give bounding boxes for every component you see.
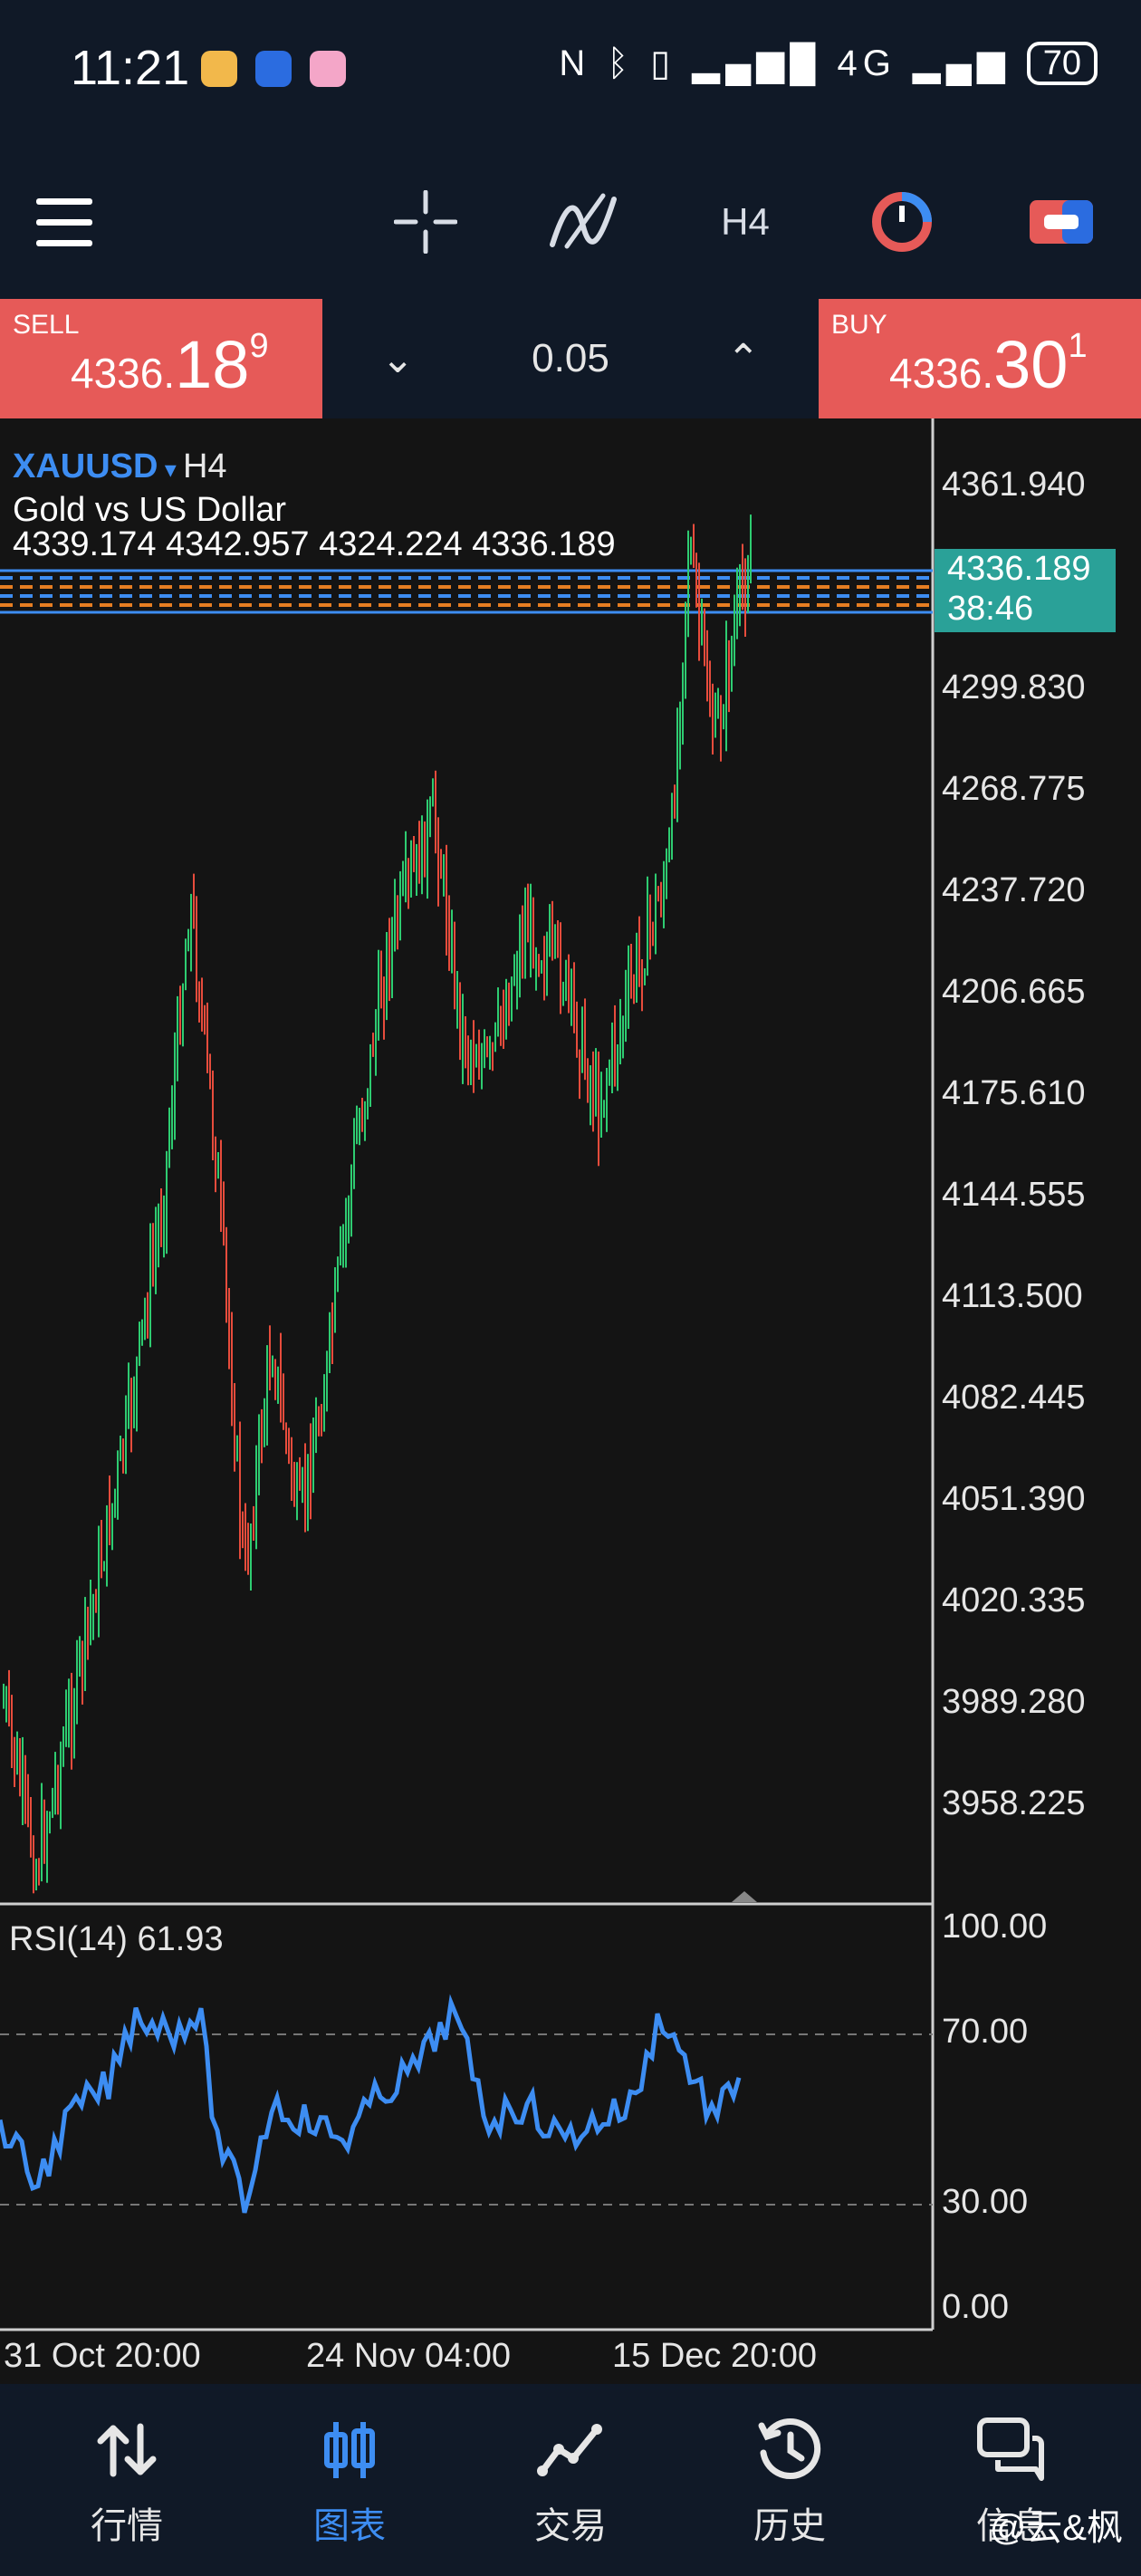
price-axis-label: 4206.665 <box>942 973 1086 1011</box>
pane-resize-handle <box>732 1891 757 1902</box>
buy-label: BUY <box>831 310 887 340</box>
history-clock-icon <box>699 2409 880 2491</box>
nav-item-quotes[interactable]: 行情 <box>36 2409 217 2549</box>
nav-item-history[interactable]: 历史 <box>699 2409 880 2549</box>
app-notification-icon <box>310 51 346 87</box>
price-axis-label: 4113.500 <box>942 1277 1083 1315</box>
battery-indicator: 70 <box>1026 42 1098 85</box>
status-bar: 11:21 N ᛒ ▯ ▂▄▆█ 4G ▂▄▆ 70 <box>0 0 1141 145</box>
network-type: 4G <box>837 43 896 83</box>
buy-price: 4336.301 <box>889 327 1088 402</box>
wifi-icon: ▂▄▆ <box>912 43 1011 83</box>
price-chart[interactable]: XAUUSD ▾ H4 Gold vs US Dollar 4339.174 4… <box>0 418 1141 2384</box>
vibrate-icon: ▯ <box>650 43 676 83</box>
app-notification-icon <box>255 51 292 87</box>
time-axis-label: 15 Dec 20:00 <box>612 2337 818 2375</box>
chart-candles-icon <box>259 2409 440 2491</box>
clock-icon[interactable] <box>866 181 938 263</box>
price-axis-label: 4020.335 <box>942 1581 1086 1620</box>
time-axis-label: 31 Oct 20:00 <box>4 2337 201 2375</box>
price-axis-label: 4082.445 <box>942 1379 1086 1417</box>
rsi-indicator-title: RSI(14) 61.93 <box>9 1920 224 1958</box>
bluetooth-icon: ᛒ <box>607 43 635 83</box>
lot-value[interactable]: 0.05 <box>532 336 609 380</box>
trade-line-icon <box>480 2409 661 2491</box>
price-axis-label: 3989.280 <box>942 1683 1086 1721</box>
sell-label: SELL <box>13 310 80 340</box>
watermark: @云&枫 <box>989 2508 1123 2548</box>
rsi-axis-label: 70.00 <box>942 2013 1029 2051</box>
signal-icon: ▂▄▆█ <box>692 43 821 83</box>
buy-button[interactable]: BUY 4336.301 <box>819 299 1141 418</box>
rsi-axis-label: 100.00 <box>942 1908 1048 1946</box>
chart-toolbar: H4 <box>0 145 1141 299</box>
rsi-line <box>0 1994 742 2214</box>
lot-selector: ⌄ 0.05 ⌃ <box>322 299 819 418</box>
current-price-label: 4336.189 38:46 <box>935 549 1116 632</box>
quotes-arrows-icon <box>36 2409 217 2491</box>
chart-ohlc: 4339.174 4342.957 4324.224 4336.189 <box>13 525 616 563</box>
chart-timeframe: H4 <box>182 447 227 485</box>
price-axis-label: 4144.555 <box>942 1176 1086 1214</box>
one-click-trading-icon[interactable] <box>1025 181 1098 263</box>
price-axis-label: 4361.940 <box>942 466 1086 504</box>
sell-button[interactable]: SELL 4336.189 <box>0 299 322 418</box>
price-axis-label: 4268.775 <box>942 770 1086 808</box>
menu-icon[interactable] <box>33 181 96 263</box>
crosshair-icon[interactable] <box>389 181 462 263</box>
chart-canvas[interactable] <box>0 418 1141 2384</box>
price-axis-label: 4051.390 <box>942 1480 1086 1518</box>
price-axis-label: 4237.720 <box>942 871 1086 909</box>
chart-symbol-name: Gold vs US Dollar <box>13 491 286 529</box>
status-indicators: N ᛒ ▯ ▂▄▆█ 4G ▂▄▆ 70 <box>559 42 1098 85</box>
price-axis-label: 4175.610 <box>942 1074 1086 1112</box>
trade-panel: SELL 4336.189 ⌄ 0.05 ⌃ BUY 4336.301 <box>0 299 1141 418</box>
price-axis-label: 4299.830 <box>942 668 1086 706</box>
status-time: 11:21 <box>71 41 190 95</box>
chart-symbol[interactable]: XAUUSD ▾ H4 <box>13 447 227 485</box>
nav-item-chart[interactable]: 图表 <box>259 2409 440 2549</box>
price-axis-label: 3958.225 <box>942 1784 1086 1822</box>
nav-item-trade[interactable]: 交易 <box>480 2409 661 2549</box>
bar-countdown: 38:46 <box>947 590 1034 628</box>
messages-icon <box>922 2409 1103 2491</box>
indicators-icon[interactable] <box>547 181 619 263</box>
rsi-axis-label: 0.00 <box>942 2288 1009 2326</box>
time-axis-label: 24 Nov 04:00 <box>306 2337 512 2375</box>
sell-price: 4336.189 <box>71 327 269 402</box>
nav-item-messages[interactable]: 信息 <box>922 2409 1103 2549</box>
timeframe-button[interactable]: H4 <box>721 200 770 243</box>
rsi-axis-label: 30.00 <box>942 2183 1029 2221</box>
nfc-icon: N <box>559 43 591 83</box>
app-notification-icon <box>201 51 237 87</box>
lot-decrease-icon[interactable]: ⌄ <box>380 336 415 381</box>
bottom-navigation: 行情 图表 交易 历史 信息 @云&枫 <box>0 2384 1141 2576</box>
lot-increase-icon[interactable]: ⌃ <box>726 336 761 381</box>
